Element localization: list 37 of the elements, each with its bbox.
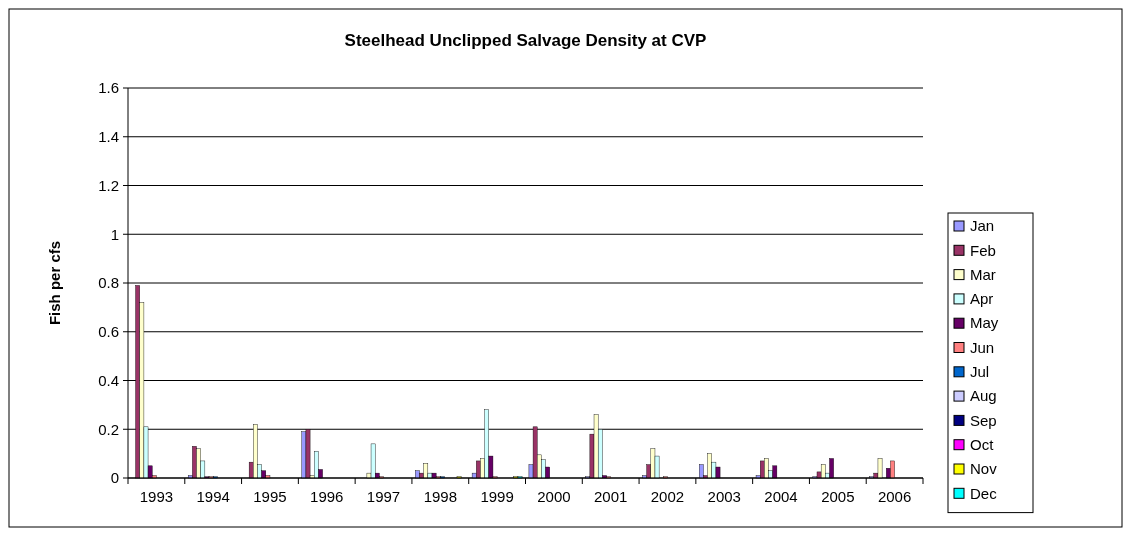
x-tick-label: 2003 [707,488,741,505]
legend-label: Jun [970,338,995,356]
y-tick-label: 1 [110,225,119,243]
x-tick-label: 2002 [650,488,685,505]
y-tick-label: 0 [110,469,119,487]
legend-label: Aug [970,387,997,405]
x-tick-label: 2004 [764,488,798,505]
y-tick-label: 1.4 [98,128,119,145]
y-tick-label: 0.8 [98,274,119,292]
chart-title: Steelhead Unclipped Salvage Density at CVP [344,31,707,50]
y-tick-label: 1.2 [98,176,119,194]
x-tick-label: 2000 [537,488,571,505]
y-tick-label: 0.6 [98,323,119,340]
y-tick-label: 0.2 [98,420,119,438]
legend-label: Feb [970,241,996,259]
x-tick-label: 1996 [310,488,344,505]
x-tick-label: 1999 [480,488,514,505]
x-tick-label: 1998 [423,488,458,505]
x-tick-label: 2001 [593,488,628,505]
legend-label: Nov [970,460,998,478]
x-tick-label: 1995 [253,488,287,505]
x-tick-label: 1994 [196,488,230,505]
y-tick-label: 0.4 [98,371,119,389]
x-tick-label: 1993 [139,488,174,505]
legend-label: May [970,314,999,332]
x-tick-label: 2005 [821,488,855,505]
legend-label: Mar [970,265,996,283]
legend-label: Jul [970,363,990,381]
x-tick-label: 1997 [366,488,401,505]
legend-label: Apr [970,290,994,308]
legend-label: Dec [970,484,998,502]
legend-label: Oct [970,435,995,453]
y-tick-label: 1.6 [98,79,119,97]
legend-label: Jan [970,217,995,235]
y-axis-title: Fish per cfs [46,240,63,326]
legend-label: Sep [970,411,997,429]
x-tick-label: 2006 [877,488,912,505]
